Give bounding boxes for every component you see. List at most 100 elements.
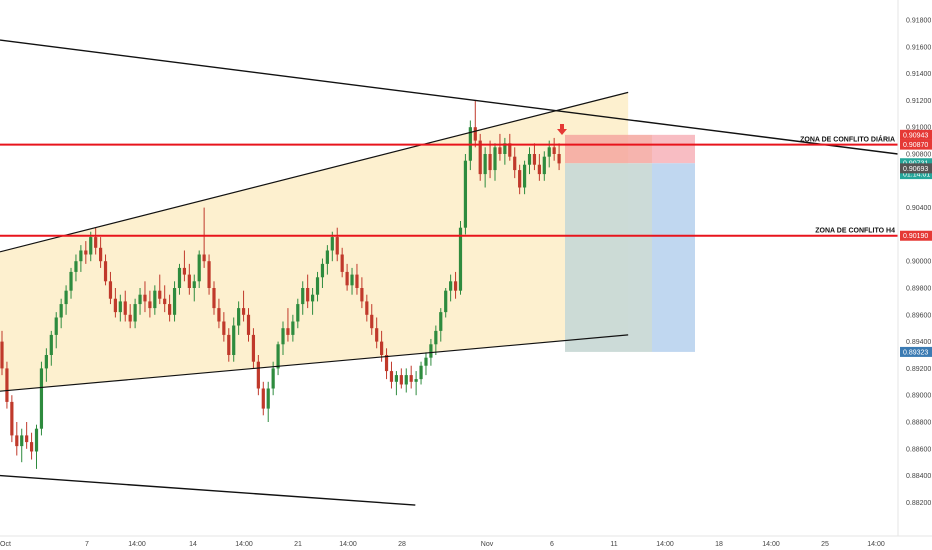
take-profit-zone (565, 163, 652, 352)
y-tick-label: 0.91800 (906, 18, 931, 25)
x-tick-label: 7 (85, 541, 89, 548)
stop-loss-zone (565, 134, 652, 164)
candle (532, 143, 537, 171)
candle (113, 288, 117, 318)
candle (370, 304, 374, 335)
candle (325, 245, 329, 275)
x-axis[interactable]: Oct 7 14:00 14 14:00 21 14:00 28 Nov 6 11 14:00 18 14… (0, 535, 932, 550)
price-badge: 0.90693 (900, 163, 932, 174)
candle (10, 395, 14, 443)
candle (148, 290, 152, 318)
descending-trend-line-bottom (0, 474, 416, 506)
candle (84, 241, 88, 264)
take-profit-zone-extension (652, 163, 695, 352)
candle (0, 330, 4, 376)
candle (320, 258, 325, 288)
y-axis[interactable]: 0.91800 0.91600 0.91400 0.91200 0.91000 0.908… (897, 0, 932, 550)
y-tick-label: 0.91200 (906, 98, 931, 105)
price-badges: 0.909430.908700.9073101:14:010.906930.90… (900, 129, 932, 357)
candle (513, 147, 517, 179)
y-tick-label: 0.88800 (906, 420, 931, 427)
candle (552, 137, 556, 161)
x-tick-label: Nov (481, 541, 494, 548)
y-tick-label: 0.89800 (906, 286, 931, 293)
descending-trend-line-top (0, 39, 899, 155)
candle (187, 263, 191, 295)
candle (389, 361, 394, 389)
candle (424, 352, 428, 376)
svg-text:0.90190: 0.90190 (903, 233, 928, 240)
candle (537, 154, 541, 181)
candle (44, 348, 48, 382)
x-tick-label: 14:00 (339, 541, 357, 548)
x-tick-label: 14 (189, 541, 197, 548)
x-tick-label: 6 (550, 541, 554, 548)
candle (355, 263, 359, 295)
candle (444, 288, 448, 318)
y-tick-label: 0.88400 (906, 473, 931, 480)
candle (241, 290, 246, 322)
candle (192, 274, 196, 302)
svg-text:0.89323: 0.89323 (903, 349, 928, 356)
candle (197, 250, 201, 288)
x-tick-label: 14:00 (867, 541, 885, 548)
svg-text:0.90870: 0.90870 (903, 142, 928, 149)
candle (399, 368, 403, 389)
candle (414, 371, 418, 396)
candle (463, 154, 468, 235)
candle (340, 247, 344, 278)
y-tick-label: 0.88200 (906, 500, 931, 507)
x-tick-label: 14:00 (762, 541, 780, 548)
candle (59, 298, 63, 329)
candle (439, 308, 443, 342)
candle (266, 381, 270, 422)
candle (202, 207, 206, 268)
y-tick-label: 0.88600 (906, 446, 931, 453)
candle (143, 281, 147, 313)
x-tick-label: 14:00 (656, 541, 674, 548)
candle (29, 432, 34, 460)
y-tick-label: 0.91600 (906, 44, 931, 51)
candle (172, 281, 177, 322)
candle (182, 250, 187, 282)
y-tick-label: 0.90800 (906, 152, 931, 159)
price-badge: 0.90190 (900, 230, 932, 241)
candle (212, 281, 216, 315)
sell-arrow-icon (557, 124, 567, 135)
candle (350, 267, 354, 295)
candle (498, 133, 502, 161)
candle (458, 221, 463, 295)
candle (310, 288, 315, 315)
zone-label-daily: ZONA DE CONFLITO DIÁRIA (800, 135, 895, 144)
x-tick-label: 18 (715, 541, 723, 548)
y-tick-label: 0.91400 (906, 71, 931, 78)
candle (483, 147, 487, 188)
x-tick-label: 14:00 (235, 541, 253, 548)
candle (20, 428, 24, 463)
svg-text:0.90693: 0.90693 (903, 166, 928, 173)
x-tick-label: 28 (398, 541, 406, 548)
candle (335, 227, 339, 262)
x-tick-labels: Oct 7 14:00 14 14:00 21 14:00 28 Nov 6 11 14:00 18 14… (0, 541, 885, 548)
position-layer (565, 134, 695, 352)
y-tick-label: 0.91000 (906, 125, 931, 132)
candle (518, 164, 522, 195)
candle (360, 277, 364, 309)
x-axis-background (0, 536, 932, 550)
y-tick-label: 0.89200 (906, 366, 931, 373)
candlestick-series (0, 100, 561, 469)
candle (158, 274, 162, 305)
drawing-layer: ZONA DE CONFLITO DIÁRIA ZONA DE CONFLITO… (0, 39, 899, 506)
y-tick-label: 0.89000 (906, 393, 931, 400)
candle (153, 285, 157, 315)
price-badge: 0.90870 (900, 139, 932, 150)
candle (227, 328, 231, 362)
candle (256, 355, 260, 396)
candle (5, 361, 9, 409)
candle (291, 314, 295, 342)
candle (54, 312, 58, 349)
y-axis-background (898, 0, 932, 550)
price-badge: 0.89323 (900, 346, 932, 357)
candle (493, 143, 497, 181)
